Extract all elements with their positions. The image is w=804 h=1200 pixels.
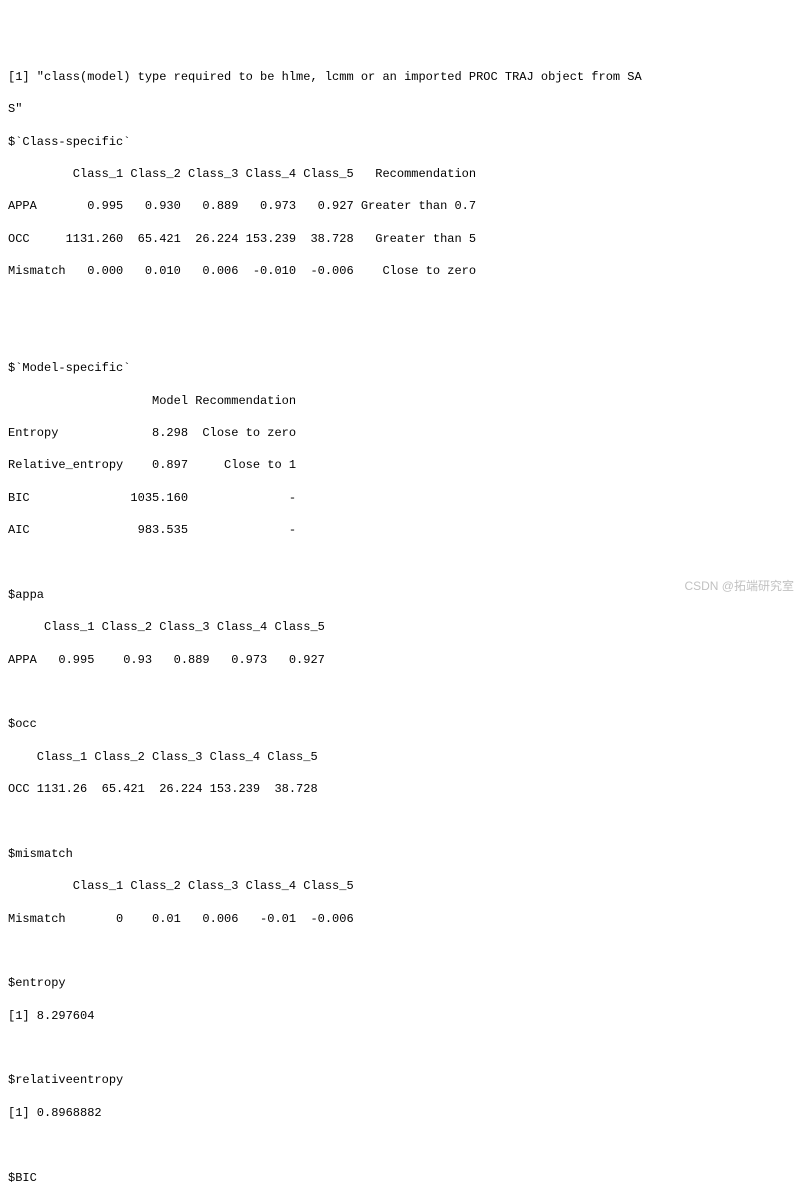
blank-line — [8, 1040, 796, 1056]
class-specific-row-occ: OCC 1131.260 65.421 26.224 153.239 38.72… — [8, 231, 796, 247]
class-specific-row-appa: APPA 0.995 0.930 0.889 0.973 0.927 Great… — [8, 198, 796, 214]
appa-title: $appa — [8, 587, 796, 603]
blank-line — [8, 295, 796, 311]
model-specific-row-entropy: Entropy 8.298 Close to zero — [8, 425, 796, 441]
bic-title: $BIC — [8, 1170, 796, 1186]
entropy-value: [1] 8.297604 — [8, 1008, 796, 1024]
entropy-title: $entropy — [8, 975, 796, 991]
class-specific-columns: Class_1 Class_2 Class_3 Class_4 Class_5 … — [8, 166, 796, 182]
relativeentropy-title: $relativeentropy — [8, 1072, 796, 1088]
occ-title: $occ — [8, 716, 796, 732]
watermark-text: CSDN @拓端研究室 — [684, 578, 794, 594]
error-line-2: S" — [8, 101, 796, 117]
occ-row: OCC 1131.26 65.421 26.224 153.239 38.728 — [8, 781, 796, 797]
blank-line — [8, 554, 796, 570]
model-specific-columns: Model Recommendation — [8, 393, 796, 409]
error-line-1: [1] "class(model) type required to be hl… — [8, 69, 796, 85]
blank-line — [8, 1137, 796, 1153]
blank-line — [8, 684, 796, 700]
mismatch-title: $mismatch — [8, 846, 796, 862]
blank-line — [8, 813, 796, 829]
appa-columns: Class_1 Class_2 Class_3 Class_4 Class_5 — [8, 619, 796, 635]
mismatch-row: Mismatch 0 0.01 0.006 -0.01 -0.006 — [8, 911, 796, 927]
model-specific-row-bic: BIC 1035.160 - — [8, 490, 796, 506]
mismatch-columns: Class_1 Class_2 Class_3 Class_4 Class_5 — [8, 878, 796, 894]
occ-columns: Class_1 Class_2 Class_3 Class_4 Class_5 — [8, 749, 796, 765]
appa-row: APPA 0.995 0.93 0.889 0.973 0.927 — [8, 652, 796, 668]
model-specific-title: $`Model-specific` — [8, 360, 796, 376]
model-specific-row-relentropy: Relative_entropy 0.897 Close to 1 — [8, 457, 796, 473]
blank-line — [8, 943, 796, 959]
class-specific-row-mismatch: Mismatch 0.000 0.010 0.006 -0.010 -0.006… — [8, 263, 796, 279]
model-specific-row-aic: AIC 983.535 - — [8, 522, 796, 538]
blank-line — [8, 328, 796, 344]
class-specific-title: $`Class-specific` — [8, 134, 796, 150]
relativeentropy-value: [1] 0.8968882 — [8, 1105, 796, 1121]
